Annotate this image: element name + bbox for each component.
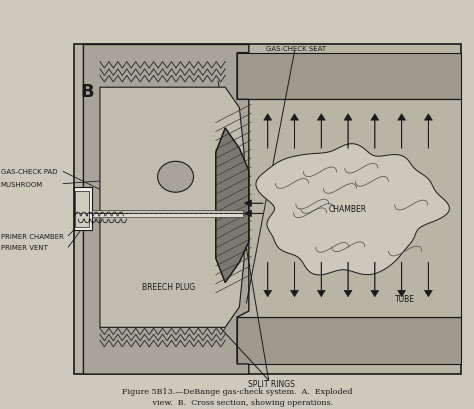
- FancyArrow shape: [264, 263, 272, 297]
- FancyArrow shape: [344, 263, 352, 297]
- Text: GAS-CHECK SEAT: GAS-CHECK SEAT: [265, 46, 326, 52]
- Text: SPLIT RINGS: SPLIT RINGS: [247, 379, 294, 388]
- Text: Figure 5B13.—DeBange gas-check system.  A.  Exploded
     view.  B.  Cross secti: Figure 5B13.—DeBange gas-check system. A…: [122, 387, 352, 406]
- Polygon shape: [100, 88, 244, 328]
- FancyArrow shape: [424, 115, 432, 149]
- Polygon shape: [256, 144, 449, 275]
- FancyArrow shape: [398, 263, 406, 297]
- Text: B: B: [80, 83, 93, 101]
- FancyArrow shape: [244, 200, 263, 207]
- FancyArrow shape: [371, 115, 379, 149]
- FancyArrow shape: [244, 210, 263, 217]
- Text: BREECH PLUG: BREECH PLUG: [142, 283, 195, 292]
- Bar: [74, 45, 462, 374]
- FancyArrow shape: [424, 263, 432, 297]
- FancyArrow shape: [371, 263, 379, 297]
- Polygon shape: [216, 128, 249, 283]
- FancyArrow shape: [317, 263, 325, 297]
- Bar: [237, 54, 462, 100]
- Bar: [237, 100, 462, 317]
- Text: MUSHROOM: MUSHROOM: [0, 181, 43, 187]
- Bar: [92, 211, 243, 213]
- Text: TUBE: TUBE: [395, 294, 415, 303]
- Polygon shape: [83, 45, 249, 374]
- FancyArrow shape: [291, 263, 299, 297]
- Bar: [92, 213, 243, 217]
- Text: GAS-CHECK PAD: GAS-CHECK PAD: [0, 169, 57, 175]
- FancyArrow shape: [398, 115, 406, 149]
- Text: CHAMBER: CHAMBER: [329, 204, 367, 213]
- Bar: [237, 317, 462, 364]
- Circle shape: [157, 162, 193, 193]
- Bar: [75, 191, 89, 227]
- Bar: [74, 187, 92, 230]
- FancyArrow shape: [317, 115, 325, 149]
- Text: PRIMER CHAMBER: PRIMER CHAMBER: [0, 233, 64, 239]
- FancyArrow shape: [344, 115, 352, 149]
- Text: PRIMER VENT: PRIMER VENT: [0, 245, 47, 251]
- FancyArrow shape: [291, 115, 299, 149]
- FancyArrow shape: [264, 115, 272, 149]
